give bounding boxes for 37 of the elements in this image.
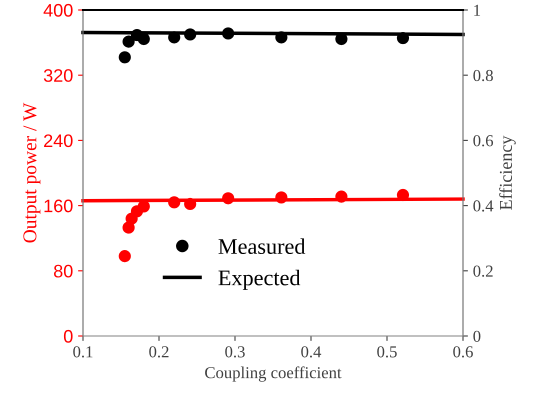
- y2-tick-label: 0: [473, 330, 480, 342]
- x-tick-label: 0.2: [149, 346, 168, 358]
- legend-label: Measured: [218, 238, 306, 254]
- point: [275, 31, 288, 44]
- y-tick-label: 0: [64, 330, 73, 343]
- point: [168, 196, 180, 208]
- y2-axis-title: Efficiency: [499, 136, 516, 210]
- x-tick-label: 0.3: [225, 346, 245, 358]
- y-axis-title: Output power / W: [23, 102, 40, 243]
- y-tick-label: 160: [44, 200, 73, 212]
- point: [122, 36, 135, 48]
- point: [118, 51, 131, 64]
- y2-tick-label: 0.4: [473, 200, 494, 212]
- y2-tick-label: 0.6: [473, 135, 494, 146]
- y2-tick-label: 0.8: [473, 70, 493, 82]
- point: [184, 28, 196, 41]
- point: [396, 32, 410, 44]
- point: [222, 27, 234, 40]
- y-tick-label: 400: [44, 4, 73, 17]
- x-tick-label: 0.6: [453, 346, 473, 358]
- point: [396, 188, 410, 202]
- y2-tick-label: 0.2: [473, 266, 493, 277]
- y-tick-label: 240: [44, 134, 73, 148]
- y-tick-label: 320: [44, 69, 73, 82]
- point: [168, 31, 180, 44]
- x-axis-title: Coupling coefficient: [205, 366, 342, 382]
- legend-label: Expected: [218, 270, 300, 290]
- y-tick-label: 80: [54, 264, 73, 278]
- x-tick-label: 0.4: [301, 346, 322, 358]
- point: [184, 198, 196, 210]
- y2-tick-label: 1: [474, 4, 480, 16]
- point: [118, 250, 131, 262]
- point: [222, 192, 234, 204]
- point: [275, 191, 288, 204]
- point: [335, 190, 348, 203]
- x-tick-label: 0.1: [73, 346, 92, 358]
- x-tick-label: 0.5: [377, 346, 397, 358]
